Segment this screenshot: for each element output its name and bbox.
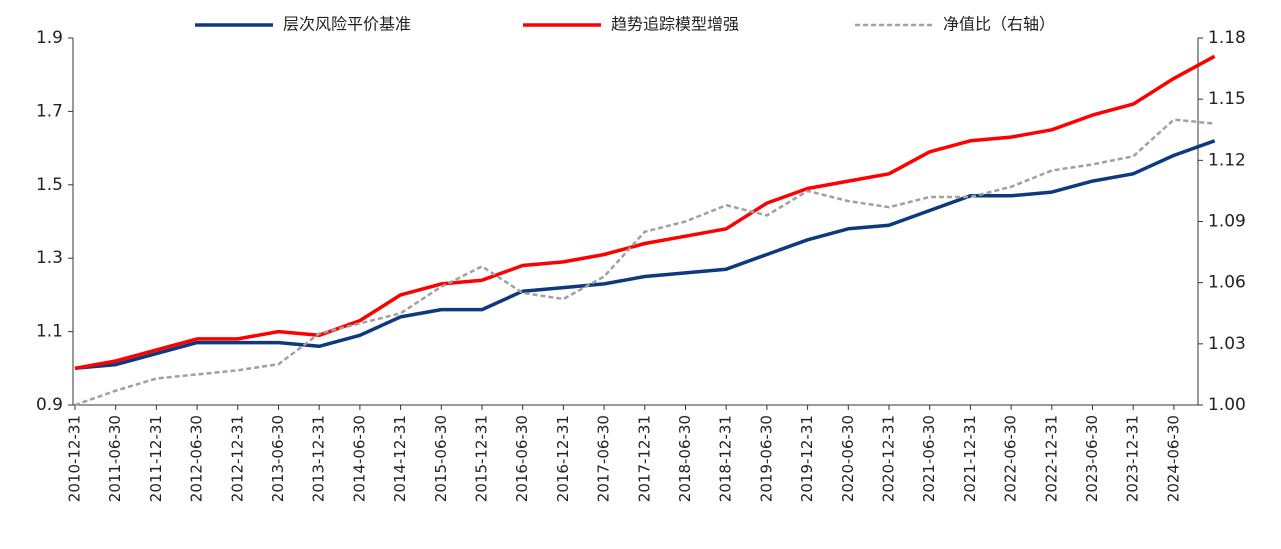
x-tick-label: 2012-12-31	[228, 415, 246, 502]
x-tick-label: 2016-12-31	[554, 415, 572, 502]
x-tick-label: 2023-06-30	[1083, 415, 1101, 502]
x-tick-label: 2021-12-31	[961, 415, 979, 502]
x-tick-label: 2012-06-30	[188, 415, 206, 502]
x-tick-label: 2021-06-30	[920, 415, 938, 502]
x-tick-label: 2013-12-31	[310, 415, 328, 502]
y-tick-label: 1.1	[36, 322, 63, 342]
series-line	[74, 139, 1216, 371]
y2-tick-label: 1.00	[1208, 395, 1246, 415]
y2-tick-label: 1.15	[1208, 89, 1246, 109]
x-tick-label: 2015-06-30	[432, 415, 450, 502]
legend-label: 层次风险平价基准	[283, 15, 411, 34]
series-line	[74, 54, 1216, 371]
y-tick-label: 0.9	[36, 395, 63, 415]
x-tick-label: 2019-12-31	[798, 415, 816, 502]
x-tick-label: 2011-06-30	[106, 415, 124, 502]
x-tick-label: 2022-06-30	[1002, 415, 1020, 502]
x-tick-label: 2023-12-31	[1124, 415, 1142, 502]
x-tick-label: 2014-12-31	[391, 415, 409, 502]
x-tick-label: 2017-06-30	[595, 415, 613, 502]
x-tick-label: 2014-06-30	[350, 415, 368, 502]
x-tick-label: 2016-06-30	[513, 415, 531, 502]
x-tick-label: 2015-12-31	[473, 415, 491, 502]
y2-tick-label: 1.09	[1208, 212, 1246, 232]
x-tick-label: 2017-12-31	[635, 415, 653, 502]
x-tick-label: 2020-12-31	[880, 415, 898, 502]
y-tick-label: 1.9	[36, 28, 63, 48]
x-tick-label: 2010-12-31	[66, 415, 84, 502]
x-tick-label: 2024-06-30	[1164, 415, 1182, 502]
x-tick-label: 2020-06-30	[839, 415, 857, 502]
legend-label: 趋势追踪模型增强	[611, 15, 739, 34]
x-tick-label: 2013-06-30	[269, 415, 287, 502]
y2-tick-label: 1.06	[1208, 273, 1246, 293]
series-line	[74, 118, 1215, 407]
y-tick-label: 1.7	[36, 101, 63, 121]
x-tick-label: 2019-06-30	[757, 415, 775, 502]
legend-label: 净值比（右轴）	[943, 15, 1055, 34]
y2-tick-label: 1.12	[1208, 150, 1246, 170]
x-tick-label: 2018-12-31	[717, 415, 735, 502]
x-tick-label: 2011-12-31	[147, 415, 165, 502]
x-tick-label: 2022-12-31	[1042, 415, 1060, 502]
x-tick-label: 2018-06-30	[676, 415, 694, 502]
y-tick-label: 1.3	[36, 248, 63, 268]
y-tick-label: 1.5	[36, 175, 63, 195]
y2-tick-label: 1.03	[1208, 334, 1246, 354]
y2-tick-label: 1.18	[1208, 28, 1246, 48]
